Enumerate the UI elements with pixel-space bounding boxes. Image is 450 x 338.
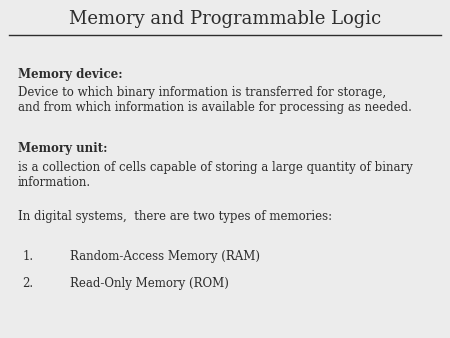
Text: Memory unit:: Memory unit: <box>18 142 108 155</box>
Text: In digital systems,  there are two types of memories:: In digital systems, there are two types … <box>18 210 332 222</box>
Text: Memory device:: Memory device: <box>18 68 122 80</box>
Text: Random-Access Memory (RAM): Random-Access Memory (RAM) <box>70 250 260 263</box>
Text: Device to which binary information is transferred for storage,
and from which in: Device to which binary information is tr… <box>18 86 412 114</box>
Text: 1.: 1. <box>22 250 34 263</box>
Text: 2.: 2. <box>22 277 34 290</box>
Text: Memory and Programmable Logic: Memory and Programmable Logic <box>69 9 381 28</box>
Text: is a collection of cells capable of storing a large quantity of binary
informati: is a collection of cells capable of stor… <box>18 161 413 189</box>
Text: Read-Only Memory (ROM): Read-Only Memory (ROM) <box>70 277 229 290</box>
